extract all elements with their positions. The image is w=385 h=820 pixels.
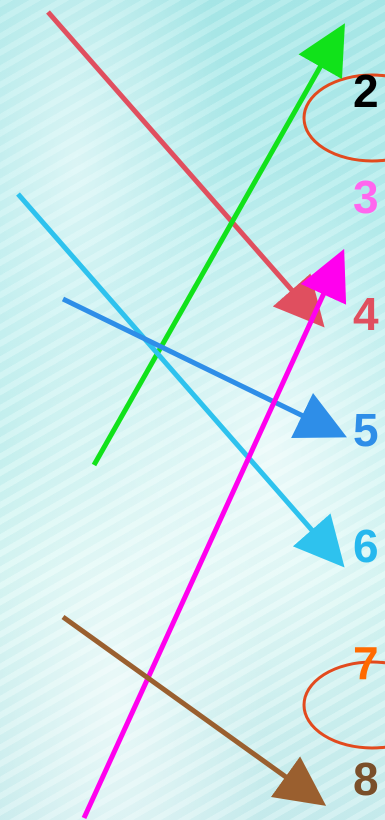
- arrow-brown: [61, 614, 327, 806]
- label-2: 2: [353, 65, 379, 117]
- ellipse-bottom: [302, 660, 385, 750]
- label-4: 4: [353, 288, 379, 340]
- label-7: 7: [353, 637, 379, 689]
- arrow-blue: [61, 296, 347, 438]
- arrow-cyan: [16, 192, 345, 568]
- label-5: 5: [353, 404, 379, 456]
- ellipse-top: [302, 73, 385, 163]
- arrow-red: [46, 10, 325, 328]
- arrow-green: [91, 23, 345, 467]
- label-8: 8: [353, 753, 379, 805]
- arrow-magenta: [81, 248, 347, 820]
- label-6: 6: [353, 520, 379, 572]
- label-3: 3: [353, 171, 379, 223]
